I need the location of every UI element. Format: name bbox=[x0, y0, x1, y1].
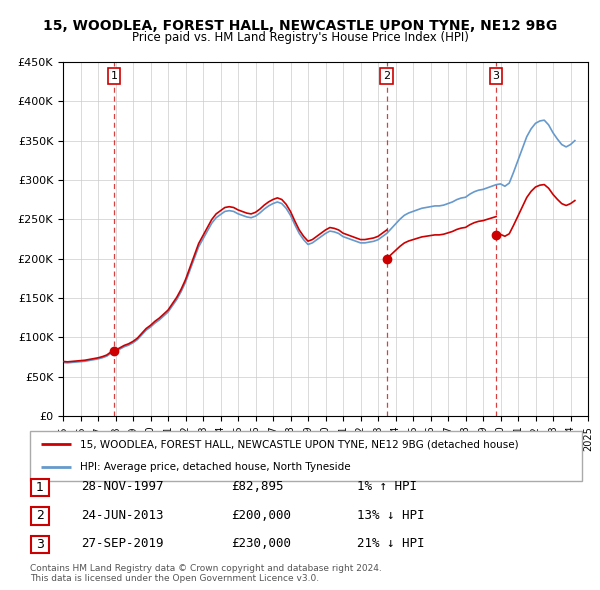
Text: 1: 1 bbox=[36, 481, 44, 494]
Text: 15, WOODLEA, FOREST HALL, NEWCASTLE UPON TYNE, NE12 9BG: 15, WOODLEA, FOREST HALL, NEWCASTLE UPON… bbox=[43, 19, 557, 33]
Text: 2: 2 bbox=[36, 509, 44, 523]
Text: 27-SEP-2019: 27-SEP-2019 bbox=[81, 537, 163, 550]
Text: 1: 1 bbox=[110, 71, 118, 81]
Text: £200,000: £200,000 bbox=[231, 509, 291, 522]
FancyBboxPatch shape bbox=[31, 479, 49, 496]
Text: 13% ↓ HPI: 13% ↓ HPI bbox=[357, 509, 425, 522]
Text: £230,000: £230,000 bbox=[231, 537, 291, 550]
Text: 2: 2 bbox=[383, 71, 391, 81]
Text: £82,895: £82,895 bbox=[231, 480, 284, 493]
Text: 3: 3 bbox=[36, 537, 44, 551]
FancyBboxPatch shape bbox=[30, 431, 582, 481]
Text: Contains HM Land Registry data © Crown copyright and database right 2024.
This d: Contains HM Land Registry data © Crown c… bbox=[30, 563, 382, 583]
Text: 28-NOV-1997: 28-NOV-1997 bbox=[81, 480, 163, 493]
Text: 21% ↓ HPI: 21% ↓ HPI bbox=[357, 537, 425, 550]
Text: 3: 3 bbox=[493, 71, 500, 81]
FancyBboxPatch shape bbox=[31, 507, 49, 525]
FancyBboxPatch shape bbox=[31, 536, 49, 553]
Text: 24-JUN-2013: 24-JUN-2013 bbox=[81, 509, 163, 522]
Text: 1% ↑ HPI: 1% ↑ HPI bbox=[357, 480, 417, 493]
Text: 15, WOODLEA, FOREST HALL, NEWCASTLE UPON TYNE, NE12 9BG (detached house): 15, WOODLEA, FOREST HALL, NEWCASTLE UPON… bbox=[80, 439, 518, 449]
Text: Price paid vs. HM Land Registry's House Price Index (HPI): Price paid vs. HM Land Registry's House … bbox=[131, 31, 469, 44]
Text: HPI: Average price, detached house, North Tyneside: HPI: Average price, detached house, Nort… bbox=[80, 463, 350, 473]
